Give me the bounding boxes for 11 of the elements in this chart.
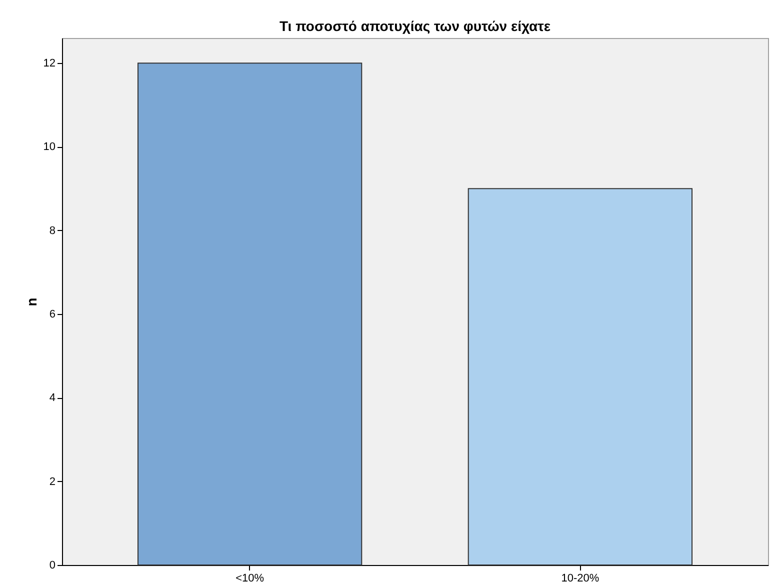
x-tick-label: <10% bbox=[236, 572, 264, 584]
y-axis-title: n bbox=[23, 298, 40, 306]
y-tick-label: 10 bbox=[43, 141, 56, 154]
y-tick-label: 12 bbox=[43, 58, 56, 70]
x-tick-label: 10-20% bbox=[561, 572, 600, 584]
y-tick-label: 8 bbox=[49, 224, 56, 237]
y-tick-label: 2 bbox=[49, 476, 56, 488]
y-tick-label: 4 bbox=[49, 392, 56, 404]
y-tick-label: 0 bbox=[49, 560, 56, 572]
y-tick-label: 6 bbox=[49, 308, 56, 321]
chart-title: Τι ποσοστό αποτυχίας των φυτών είχατε bbox=[279, 18, 551, 34]
